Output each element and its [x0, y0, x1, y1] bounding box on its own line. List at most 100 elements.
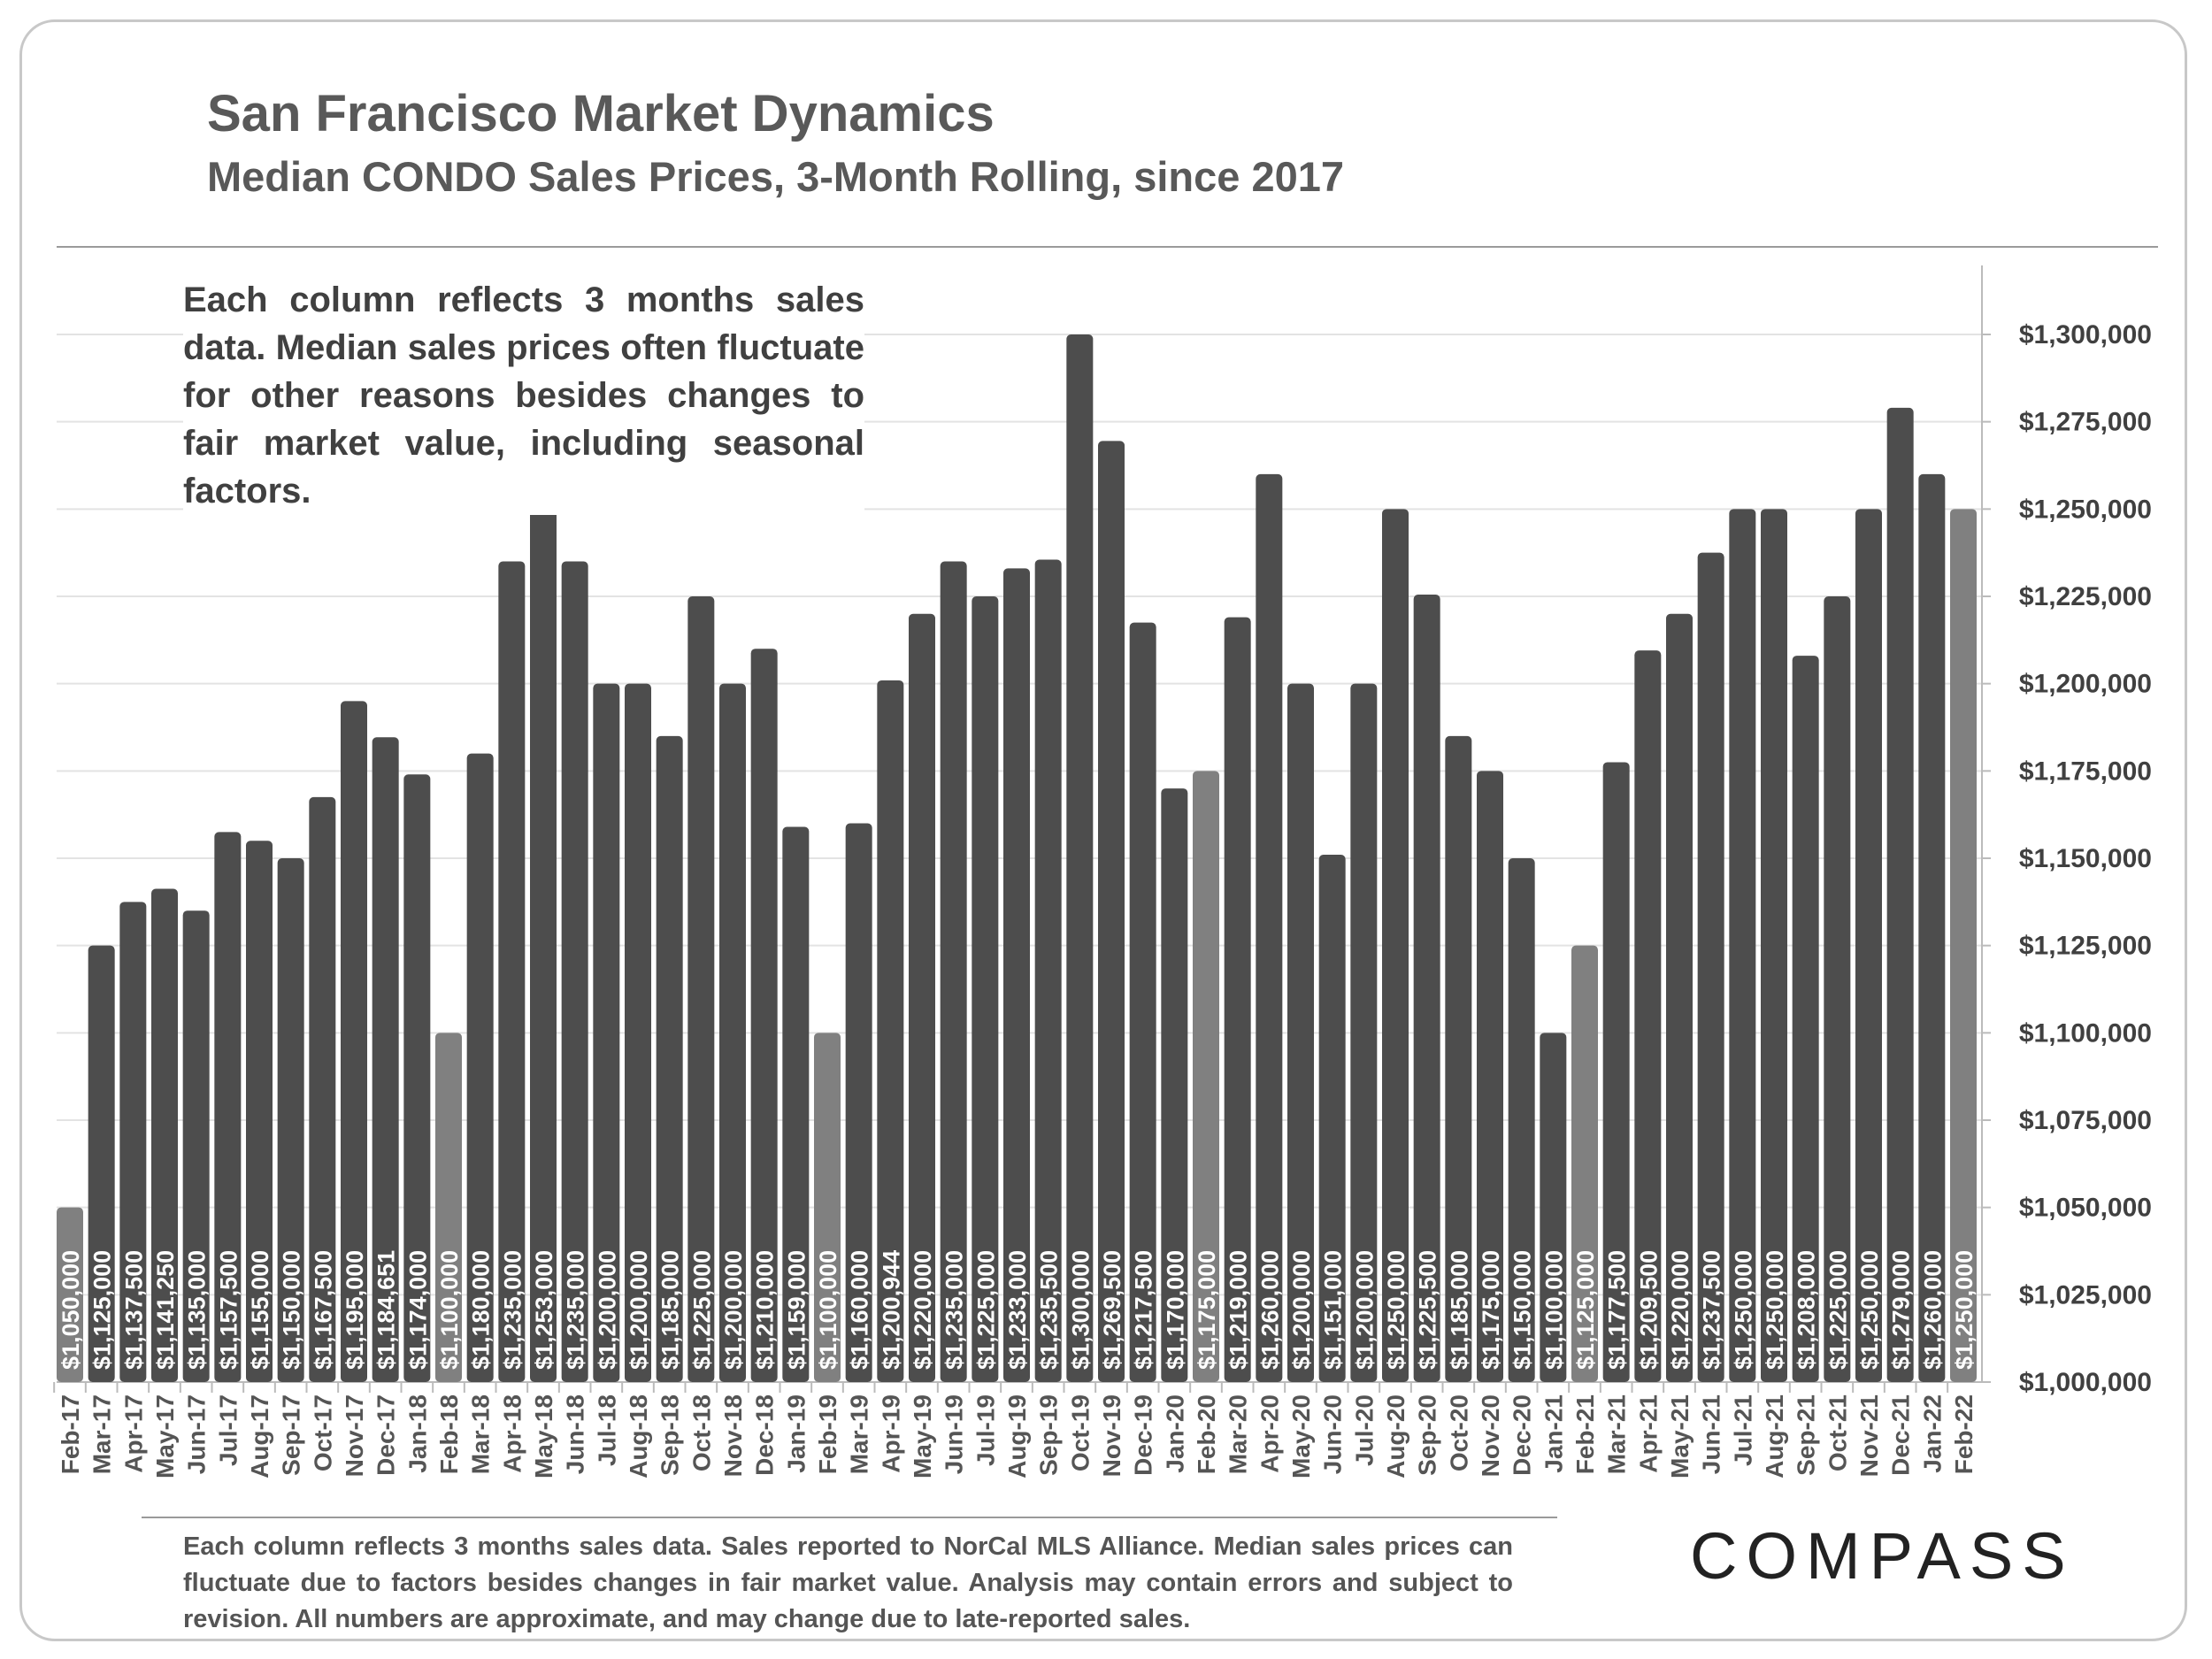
bar-value-label: $1,200,000 [626, 1250, 652, 1370]
y-tick-label: $1,300,000 [2019, 320, 2152, 349]
bar [940, 561, 967, 1382]
bar [1445, 735, 1472, 1382]
bar [1824, 596, 1851, 1382]
y-tick-label: $1,100,000 [2019, 1018, 2152, 1048]
bar [57, 1207, 83, 1382]
bar [372, 737, 399, 1382]
x-tick-label: Aug-18 [625, 1394, 652, 1479]
bar-value-label: $1,210,000 [752, 1250, 779, 1370]
x-tick-label: Nov-20 [1477, 1394, 1504, 1477]
x-tick-label: Jun-18 [562, 1394, 589, 1474]
bar [782, 826, 810, 1382]
x-tick-label: Jan-19 [782, 1394, 810, 1473]
bar-value-label: $1,250,000 [1383, 1250, 1409, 1370]
bar [1571, 945, 1598, 1382]
bar [403, 774, 431, 1382]
x-tick-label: Feb-22 [1950, 1394, 1978, 1474]
bar-value-label: $1,195,000 [342, 1250, 368, 1370]
x-tick-label: Sep-17 [278, 1394, 305, 1476]
bar-value-label: $1,175,000 [1478, 1250, 1504, 1370]
bar-value-label: $1,209,500 [1635, 1250, 1662, 1370]
bar [1129, 622, 1156, 1382]
bar [1098, 441, 1125, 1383]
y-tick-label: $1,000,000 [2019, 1368, 2152, 1397]
x-tick-label: Sep-19 [1035, 1394, 1063, 1476]
y-tick-label: $1,050,000 [2019, 1194, 2152, 1223]
bar-value-label: $1,300,000 [1067, 1250, 1094, 1370]
bar [1729, 509, 1756, 1382]
bar-value-label: $1,150,000 [1509, 1250, 1536, 1370]
bar-value-label: $1,225,000 [1824, 1250, 1851, 1370]
bar [1256, 473, 1283, 1382]
bar-value-label: $1,050,000 [58, 1250, 84, 1370]
bar [814, 1033, 841, 1382]
x-tick-label: Mar-19 [846, 1394, 873, 1474]
bar [1413, 595, 1440, 1382]
bar-value-label: $1,200,000 [1288, 1250, 1315, 1370]
bar [1540, 1033, 1567, 1382]
y-tick-label: $1,250,000 [2019, 495, 2152, 524]
x-tick-label: Sep-21 [1793, 1394, 1820, 1476]
bar [1761, 509, 1787, 1382]
bar [435, 1033, 462, 1382]
bar-value-label: $1,250,000 [1856, 1250, 1883, 1370]
bar-value-label: $1,235,000 [941, 1250, 968, 1370]
bar-value-label: $1,184,651 [373, 1250, 400, 1370]
bar-value-label: $1,185,000 [657, 1250, 684, 1370]
x-tick-label: Feb-19 [814, 1394, 841, 1474]
y-tick-label: $1,075,000 [2019, 1106, 2152, 1135]
bar-value-label: $1,200,000 [1351, 1250, 1378, 1370]
x-tick-label: Nov-17 [341, 1394, 368, 1477]
x-tick-label: Jan-21 [1540, 1394, 1567, 1473]
bar-value-label: $1,200,000 [594, 1250, 620, 1370]
bar [1350, 683, 1378, 1382]
x-tick-label: Jul-20 [1350, 1394, 1378, 1466]
x-tick-label: Mar-20 [1225, 1394, 1252, 1474]
y-tick-label: $1,025,000 [2019, 1280, 2152, 1310]
bar-value-label: $1,175,000 [1194, 1250, 1220, 1370]
bar-value-label: $1,225,000 [688, 1250, 715, 1370]
x-tick-label: Oct-21 [1824, 1394, 1851, 1471]
bar-value-label: $1,125,000 [89, 1250, 116, 1370]
bar-value-label: $1,157,500 [215, 1250, 242, 1370]
footer-divider [142, 1517, 1557, 1518]
bar-value-label: $1,219,000 [1225, 1250, 1252, 1370]
bar [309, 796, 336, 1382]
x-tick-label: Aug-17 [246, 1394, 273, 1479]
x-tick-label: Jun-21 [1698, 1394, 1725, 1474]
bar [1477, 771, 1503, 1382]
bar [1224, 617, 1251, 1382]
x-tick-label: Jan-20 [1161, 1394, 1188, 1473]
bar-value-label: $1,237,500 [1699, 1250, 1725, 1370]
x-tick-label: Mar-18 [467, 1394, 495, 1474]
bar [1034, 559, 1062, 1382]
x-tick-label: May-20 [1287, 1394, 1315, 1479]
bar-value-label: $1,220,000 [910, 1250, 936, 1370]
x-tick-label: Feb-18 [435, 1394, 463, 1474]
chart-card [19, 19, 2187, 1641]
x-tick-label: Aug-20 [1382, 1394, 1409, 1479]
bar [1161, 788, 1188, 1382]
x-tick-label: Apr-18 [498, 1394, 526, 1473]
bar-value-label: $1,151,000 [1320, 1250, 1347, 1370]
bar [1508, 858, 1535, 1382]
bar [1697, 552, 1724, 1382]
x-tick-label: Dec-20 [1509, 1394, 1536, 1476]
bar-value-label: $1,185,000 [1446, 1250, 1472, 1370]
bar-value-label: $1,125,000 [1572, 1250, 1599, 1370]
x-tick-label: May-18 [530, 1394, 557, 1479]
bar-value-label: $1,235,500 [1036, 1250, 1063, 1370]
bar [277, 858, 304, 1382]
x-tick-label: Dec-17 [373, 1394, 400, 1476]
x-tick-label: Jun-17 [183, 1394, 211, 1474]
bar-value-label: $1,208,000 [1793, 1250, 1820, 1370]
bar [845, 823, 872, 1382]
x-tick-label: Jul-19 [972, 1394, 999, 1466]
bar-value-label: $1,260,000 [1919, 1250, 1946, 1370]
x-tick-label: May-17 [151, 1394, 179, 1479]
x-tick-label: Jul-18 [593, 1394, 620, 1466]
bar-value-label: $1,100,000 [436, 1250, 463, 1370]
compass-logo: COMPASS [1690, 1519, 2075, 1593]
bar [656, 735, 683, 1382]
